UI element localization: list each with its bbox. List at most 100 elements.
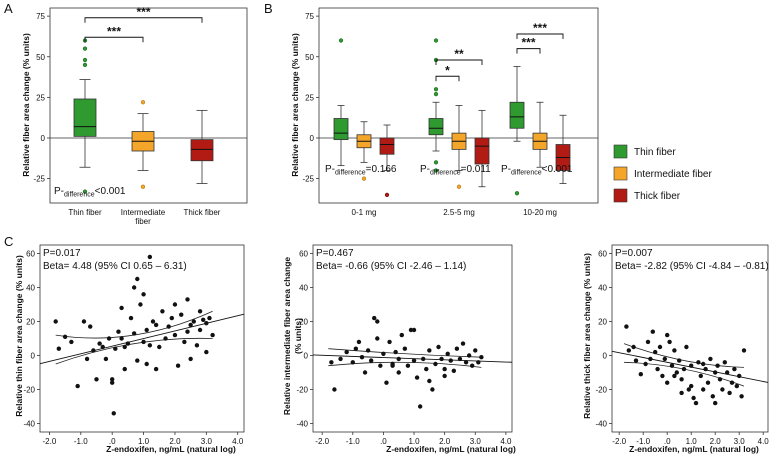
panel-c3-point xyxy=(677,358,682,363)
legend-label-thin: Thin fiber xyxy=(634,147,676,158)
panel-c1-point xyxy=(207,315,212,321)
panel-b-p-value: P-difference<0.001 xyxy=(501,164,573,177)
panel-c1-point xyxy=(197,309,203,314)
panel-a-p-value: P-difference<0.001 xyxy=(54,186,126,199)
panel-c1-point xyxy=(84,356,90,362)
panel-c2-point xyxy=(411,327,417,333)
panel-c3-xtick-label: .0 xyxy=(664,437,671,446)
panel-c1-xtick-label: 1.0 xyxy=(138,437,150,446)
panel-c1-point xyxy=(153,366,159,372)
panel-c2-point xyxy=(466,353,472,358)
panel-c3-ytick-label: 40 xyxy=(598,284,607,293)
panel-c2-point xyxy=(439,356,444,362)
panel-b-cat1-thin-box xyxy=(428,118,444,136)
panel-b-cat0-thick-outlier xyxy=(384,192,390,197)
panel-c3-point xyxy=(703,366,708,372)
panel-c1-y-axis-label: Relative thin fiber area change (% units… xyxy=(14,255,24,417)
panel-c3-beta: Beta= -2.82 (95% CI -4.84 – -0.81) xyxy=(615,261,769,272)
panel-c1-point xyxy=(172,332,178,338)
panel-c2-point xyxy=(411,358,417,363)
panel-c3-point xyxy=(662,356,667,362)
panel-a-ytick-label: 75 xyxy=(36,12,45,21)
panel-c2-ytick-label: -20 xyxy=(296,386,308,395)
panel-c3-point xyxy=(717,377,723,382)
panel-c2-point xyxy=(332,387,337,392)
panel-c3-point xyxy=(672,373,677,379)
panel-c2-point xyxy=(390,363,395,368)
panel-c1-point xyxy=(53,319,58,324)
panel-c1-point xyxy=(135,276,140,282)
panel-c2-x-axis-label: Z-endoxifen, ng/mL (natural log) xyxy=(386,444,516,454)
panel-c3-point xyxy=(684,344,689,350)
panel-c1-point xyxy=(201,317,206,322)
panel-c2-point xyxy=(460,341,466,346)
panel-c1-point xyxy=(97,341,102,346)
panel-c2-beta: Beta= -0.66 (95% CI -2.46 – 1.14) xyxy=(316,261,466,272)
panel-c3-point xyxy=(713,400,718,406)
legend-swatch-thick xyxy=(613,188,628,203)
panel-c2-point xyxy=(393,349,398,355)
panel-c2-point xyxy=(417,404,423,409)
panel-c2-point xyxy=(442,373,447,379)
panel-c2-point xyxy=(454,346,460,351)
panel-c3-ytick-label: -40 xyxy=(595,420,607,429)
panel-c3-point xyxy=(665,380,670,385)
panel-c2-point xyxy=(424,366,429,372)
legend: Thin fiber Intermediate fiber Thick fibe… xyxy=(613,144,712,203)
panel-c1-point xyxy=(153,322,159,328)
panel-c3-point xyxy=(689,383,694,389)
panel-c3-point xyxy=(698,373,703,379)
panel-c1-point xyxy=(91,348,96,353)
panel-a-xtick-label: Thin fiber xyxy=(68,208,102,217)
panel-c3-ytick-label: 20 xyxy=(598,318,607,327)
panel-b-cat0-thin-outlier xyxy=(338,38,344,43)
legend-swatch-intermediate xyxy=(613,166,628,181)
panel-c2-xtick-label: -1.0 xyxy=(346,437,360,446)
panel-c3-point xyxy=(674,370,679,375)
panel-b-cat0-thick-box xyxy=(379,137,395,155)
panel-c2-xtick-label: .0 xyxy=(380,437,387,446)
panel-a-y-axis-label: Relative fiber area change (% units) xyxy=(21,33,31,177)
panel-a-intermediate-outlier xyxy=(140,100,146,105)
panel-a-thin-outlier xyxy=(82,189,88,194)
panel-c3-point xyxy=(643,361,648,367)
panel-b-boxplot: -25 0 25 50 75 0-1 mg P-difference=0.166 2.5-5 … xyxy=(302,7,599,217)
panel-c3-point xyxy=(648,356,653,362)
panel-a-thin-outlier xyxy=(82,46,88,51)
panel-c1-point xyxy=(131,331,137,336)
panel-b-cat0-intermediate-outlier xyxy=(361,176,367,181)
panel-c1-xtick-label: 4.0 xyxy=(232,437,244,446)
panel-c1-point xyxy=(131,285,137,290)
panel-c2-xtick-label: 4.0 xyxy=(500,437,512,446)
panel-b-sig-stars: *** xyxy=(533,21,547,35)
panel-c3-x-axis-label: Z-endoxifen, ng/mL (natural log) xyxy=(629,444,759,454)
panel-c1-point xyxy=(157,344,162,350)
panel-c2-point xyxy=(338,356,343,362)
panel-c1-p-value: P=0.017 xyxy=(43,248,81,259)
panel-c1-point xyxy=(188,322,193,328)
panel-c2-point xyxy=(396,356,401,362)
legend-label-intermediate: Intermediate fiber xyxy=(634,169,712,180)
panel-c2-point xyxy=(356,339,362,345)
panel-c3-point xyxy=(691,395,696,401)
panel-c2-point xyxy=(442,366,447,372)
panel-b-sig-bracket xyxy=(516,33,564,39)
panel-c1-point xyxy=(188,356,193,362)
panel-c3-frame xyxy=(611,244,769,433)
panel-c1-point xyxy=(135,358,140,363)
panel-c2-point xyxy=(344,349,349,355)
panel-c1-ci-low xyxy=(55,337,213,365)
panel-c2-point xyxy=(445,351,450,356)
panel-c2-frame xyxy=(312,244,513,433)
panel-b-ytick-label: 25 xyxy=(305,93,314,102)
panel-c1-point xyxy=(144,327,149,333)
panel-c1-point xyxy=(75,383,80,389)
panel-c2-ytick-label: -40 xyxy=(296,420,308,429)
panel-c1-point xyxy=(210,332,215,338)
panel-c1-point xyxy=(100,344,105,350)
panel-b-sig-bracket xyxy=(516,48,541,54)
panel-c2-point xyxy=(399,332,404,338)
panel-c1-point xyxy=(69,339,74,345)
panel-a-sig-bracket xyxy=(84,36,144,43)
